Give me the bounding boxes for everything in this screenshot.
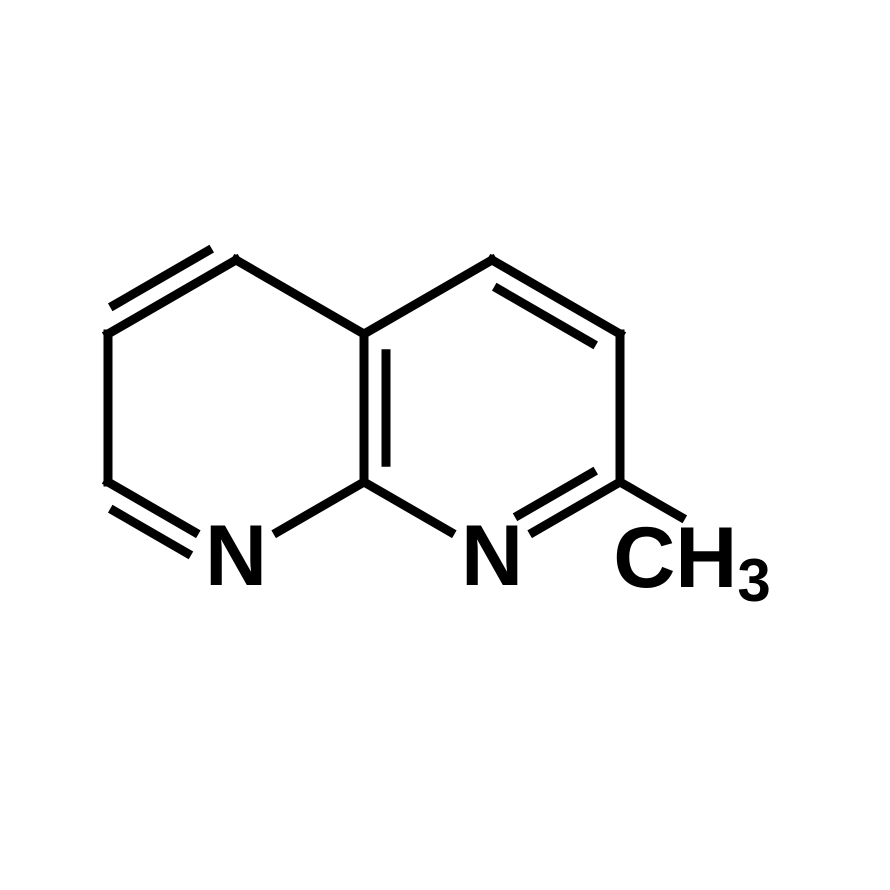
atom-label-n7: N bbox=[461, 508, 523, 604]
chemical-structure-diagram: N N CH3 bbox=[0, 0, 890, 890]
atom-label-n2: N bbox=[205, 508, 267, 604]
atom-label-ch3: CH3 bbox=[613, 510, 771, 614]
